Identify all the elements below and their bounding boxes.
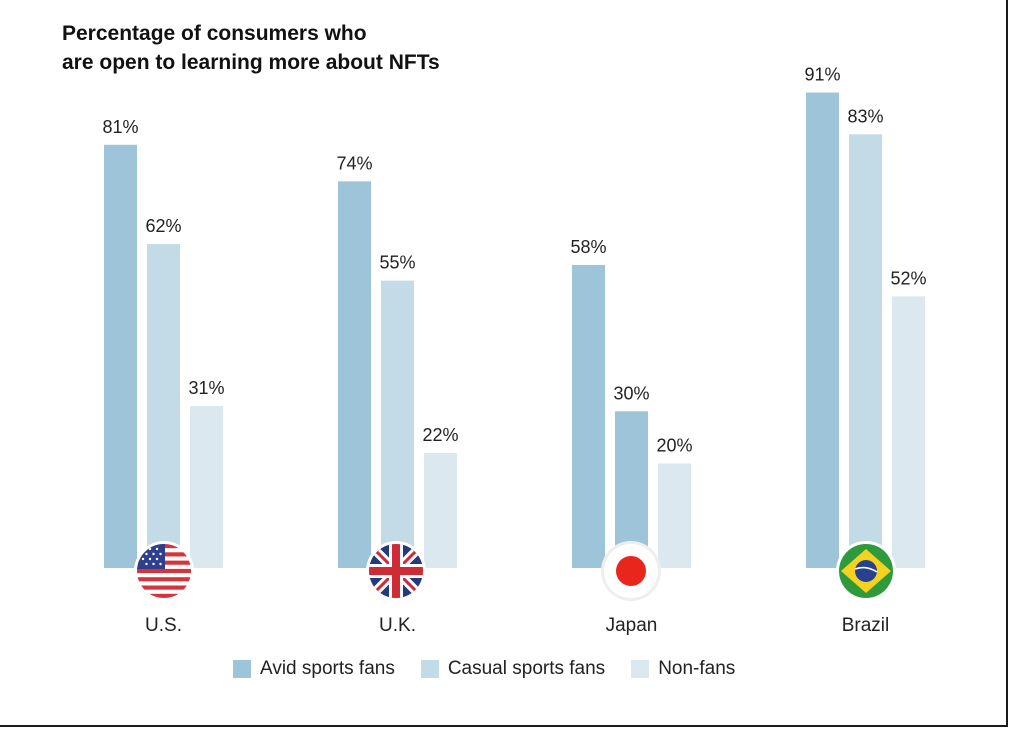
legend-item-avid: Avid sports fans <box>233 658 395 680</box>
category-label-uk: U.K. <box>379 615 416 636</box>
legend-label-avid: Avid sports fans <box>260 658 395 679</box>
value-labels-layer: 81% 62% 31% 74% 55% 22% 58% 30% 20% 91% 83% 52% <box>102 65 926 456</box>
legend-label-casual: Casual sports fans <box>447 658 606 679</box>
bars-layer <box>104 92 925 569</box>
bar-us-casual <box>147 244 180 569</box>
chart-title-line-1: Percentage of consumers who <box>62 22 367 45</box>
bar-brazil-nonfans <box>892 296 925 568</box>
value-label-us-avid: 81% <box>102 117 138 137</box>
legend-swatch-avid <box>233 660 251 678</box>
japan-flag-icon <box>601 541 661 601</box>
value-label-uk-avid: 74% <box>336 153 372 173</box>
chart-title: Percentage of consumers who are open to … <box>62 19 440 77</box>
value-label-us-nonfans: 31% <box>188 378 224 398</box>
legend-item-casual: Casual sports fans <box>420 658 606 680</box>
legend: Avid sports fans Casual sports fans Non-… <box>233 658 735 680</box>
value-label-uk-casual: 55% <box>379 253 415 273</box>
legend-label-nonfans: Non-fans <box>658 658 736 679</box>
bar-japan-avid <box>572 264 605 568</box>
brazil-flag-icon <box>836 541 896 601</box>
legend-swatch-nonfans <box>631 660 650 678</box>
us-flag-icon <box>134 541 194 601</box>
bar-uk-avid <box>338 181 371 568</box>
bar-brazil-avid <box>806 92 839 569</box>
value-label-brazil-nonfans: 52% <box>890 268 926 288</box>
category-label-brazil: Brazil <box>842 615 890 636</box>
value-label-uk-nonfans: 22% <box>422 425 458 445</box>
uk-flag-icon <box>366 541 426 601</box>
category-label-us: U.S. <box>145 615 182 636</box>
value-label-japan-avid: 58% <box>570 237 606 257</box>
chart-title-line-2: are open to learning more about NFTs <box>62 51 440 74</box>
value-label-japan-nonfans: 20% <box>656 436 692 456</box>
bar-japan-nonfans <box>658 463 691 568</box>
bar-uk-nonfans <box>424 453 457 568</box>
category-labels-layer: U.S. U.K. Japan Brazil <box>145 615 889 636</box>
bar-brazil-casual <box>849 134 882 568</box>
value-label-japan-casual: 30% <box>613 383 649 403</box>
legend-item-nonfans: Non-fans <box>631 658 735 680</box>
bar-us-nonfans <box>190 406 223 568</box>
category-label-japan: Japan <box>606 615 658 636</box>
bar-chart: 81% 62% 31% 74% 55% 22% 58% 30% 20% 91% 83% 52% <box>102 65 926 636</box>
bar-us-avid <box>104 144 137 568</box>
value-label-us-casual: 62% <box>145 216 181 236</box>
legend-swatch-casual <box>420 660 439 678</box>
bar-uk-casual <box>381 280 414 568</box>
value-label-brazil-avid: 91% <box>804 65 840 85</box>
value-label-brazil-casual: 83% <box>847 106 883 126</box>
